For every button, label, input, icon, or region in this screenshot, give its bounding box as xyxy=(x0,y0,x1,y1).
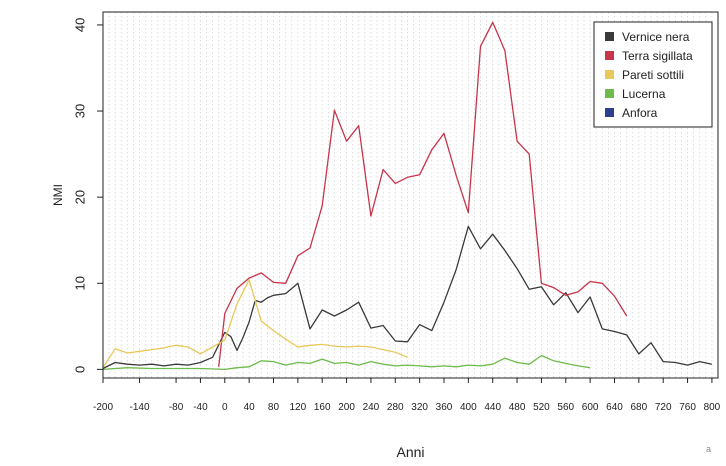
legend-swatch xyxy=(605,108,614,117)
x-tick-label: 80 xyxy=(268,402,280,413)
y-tick-label: 20 xyxy=(72,190,87,204)
y-tick-label: 10 xyxy=(72,276,87,290)
x-tick-label: 800 xyxy=(704,402,721,413)
series-line-terra-sigillata xyxy=(218,21,628,367)
x-tick-label: 360 xyxy=(436,402,453,413)
x-tick-label: 40 xyxy=(244,402,256,413)
x-tick-label: 680 xyxy=(630,402,647,413)
x-tick-label: 400 xyxy=(460,402,477,413)
series-lines xyxy=(102,21,713,371)
series-line-lucerna xyxy=(102,354,591,371)
y-axis-ticks: 0 10 20 30 40 xyxy=(72,18,103,373)
y-tick-label: 0 xyxy=(72,366,87,373)
corner-mark: a xyxy=(706,444,711,454)
x-tick-label: -40 xyxy=(193,402,208,413)
x-axis-title: Anni xyxy=(396,444,424,460)
x-tick-label: 520 xyxy=(533,402,550,413)
legend-swatch xyxy=(605,32,614,41)
x-tick-label: -200 xyxy=(93,402,113,413)
series-line-pareti-sottili xyxy=(102,279,408,369)
x-tick-label: 160 xyxy=(314,402,331,413)
legend-label: Lucerna xyxy=(622,87,666,101)
legend-label: Vernice nera xyxy=(622,30,690,44)
x-tick-label: 760 xyxy=(679,402,696,413)
x-tick-label: 0 xyxy=(222,402,228,413)
x-tick-label: 600 xyxy=(582,402,599,413)
legend-swatch xyxy=(605,89,614,98)
legend-label: Terra sigillata xyxy=(622,49,693,63)
x-tick-label: 640 xyxy=(606,402,623,413)
legend-swatch xyxy=(605,51,614,60)
legend-label: Pareti sottili xyxy=(622,68,684,82)
y-axis-title: NMI xyxy=(51,184,65,206)
x-tick-label: 320 xyxy=(411,402,428,413)
x-tick-label: 240 xyxy=(363,402,380,413)
x-axis-ticks: -200 -140 -80 -40 0 40 80 120 160 200 240 280 320 360… xyxy=(93,378,721,413)
x-tick-label: 120 xyxy=(290,402,307,413)
plot-frame xyxy=(102,11,719,379)
legend: Vernice nera Terra sigillata Pareti sottil… xyxy=(593,21,713,128)
series-line-vernice-nera xyxy=(102,225,713,370)
y-tick-label: 40 xyxy=(72,18,87,32)
grid xyxy=(108,12,713,378)
x-tick-label: 440 xyxy=(484,402,501,413)
legend-label: Anfora xyxy=(622,106,658,120)
x-tick-label: 280 xyxy=(387,402,404,413)
x-tick-label: 200 xyxy=(338,402,355,413)
x-tick-label: -80 xyxy=(169,402,184,413)
x-tick-label: 560 xyxy=(557,402,574,413)
legend-swatch xyxy=(605,70,614,79)
x-tick-label: 720 xyxy=(655,402,672,413)
x-tick-label: 480 xyxy=(509,402,526,413)
x-tick-label: -140 xyxy=(130,402,150,413)
y-tick-label: 30 xyxy=(72,104,87,118)
